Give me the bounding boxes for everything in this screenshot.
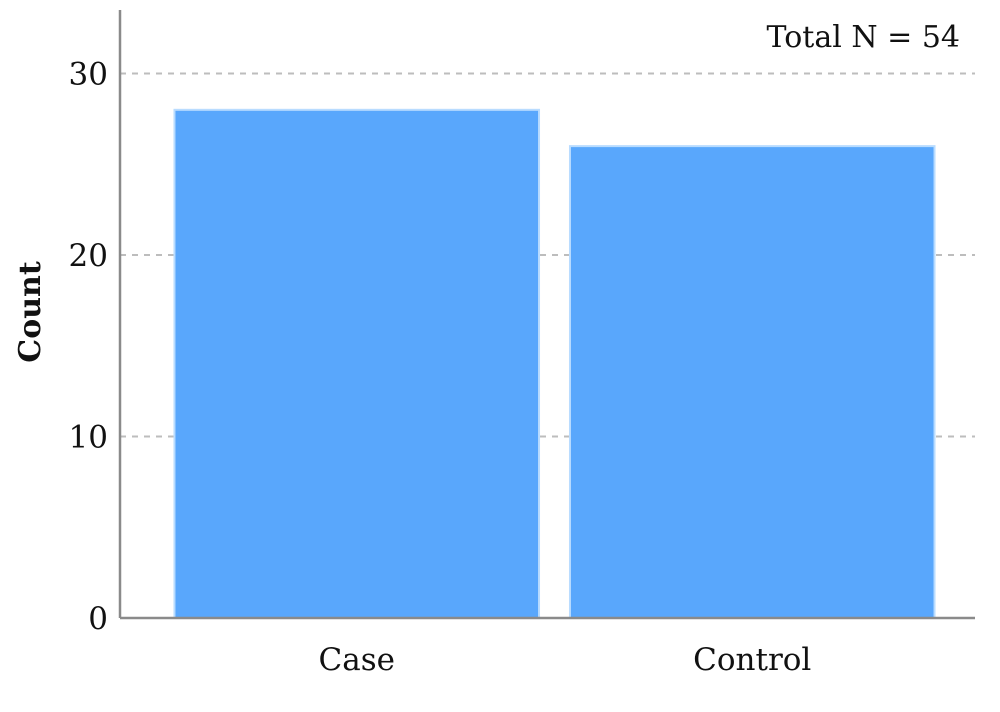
bars — [173, 108, 936, 619]
x-category-label-case: Case — [319, 642, 395, 678]
y-tick-labels: 0 10 20 30 — [69, 57, 108, 637]
y-tick-label: 20 — [69, 238, 108, 274]
y-tick-label: 0 — [88, 601, 108, 637]
y-tick-label: 30 — [69, 57, 108, 93]
x-category-label-control: Control — [693, 642, 811, 678]
total-n-annotation: Total N = 54 — [767, 20, 960, 55]
bar-control — [568, 145, 936, 619]
x-category-labels: Case Control — [319, 642, 812, 678]
y-axis-title: Count — [13, 261, 48, 363]
y-tick-label: 10 — [69, 420, 108, 456]
bar-case — [173, 108, 541, 619]
